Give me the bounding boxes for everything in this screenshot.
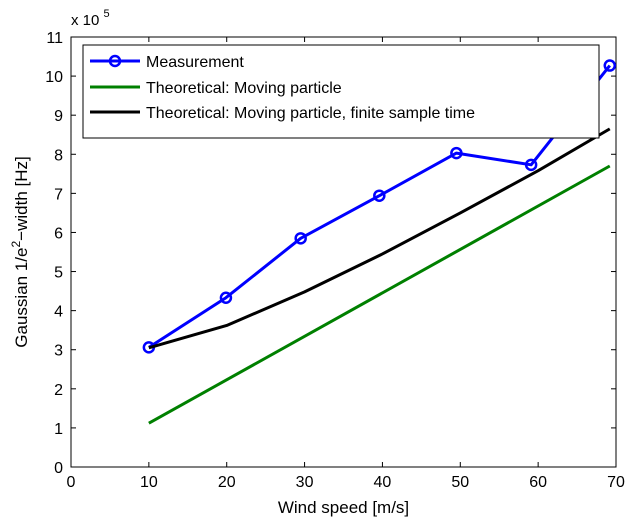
data-point-measurement: [603, 59, 617, 72]
y-tick-label: 6: [54, 225, 63, 242]
legend-marker-measurement: [108, 54, 122, 68]
data-point-measurement: [219, 291, 233, 304]
legend-box: [82, 44, 600, 139]
y-axis-label-rest: −width [Hz]: [12, 156, 31, 241]
ticks-group: [70, 36, 617, 468]
y-tick-label: 4: [54, 304, 63, 321]
y-tick-label: 11: [46, 30, 63, 47]
legend-label-moving-particle: Theoretical: Moving particle: [146, 80, 342, 97]
x-tick-label: 40: [374, 474, 392, 491]
y-multiplier-label: x 10 5: [71, 8, 110, 29]
data-point-measurement: [294, 232, 307, 245]
x-tick-label: 50: [451, 474, 469, 491]
series-theoretical-moving-particle-finite-sample-time: [148, 127, 611, 350]
y-tick-label: 2: [54, 382, 63, 399]
x-tick-label: 30: [296, 474, 314, 491]
y-tick-label: 5: [54, 265, 63, 282]
data-point-measurement: [450, 146, 463, 160]
x-tick-label: 0: [67, 474, 76, 491]
y-tick-label: 3: [54, 343, 63, 360]
y-axis-label: Gaussian 1/e2−width [Hz]: [9, 156, 31, 347]
x-axis-label: Wind speed [m/s]: [278, 498, 409, 517]
y-multiplier-base: x 10: [71, 12, 99, 29]
series-line-theoretical-moving-particle-finite-sample-time: [148, 127, 611, 350]
series-theoretical-moving-particle: [148, 164, 611, 425]
y-tick-label: 10: [45, 69, 63, 86]
y-tick-label: 9: [54, 108, 63, 125]
x-tick-label: 60: [529, 474, 547, 491]
series-line-measurement: [148, 64, 611, 349]
legend-label-measurement: Measurement: [146, 54, 244, 71]
series-line-theoretical-moving-particle: [148, 164, 611, 425]
legend: Measurement Theoretical: Moving particle…: [82, 44, 600, 139]
series-layer: [142, 59, 617, 425]
data-point-measurement: [524, 158, 538, 172]
y-tick-label: 0: [54, 460, 63, 477]
x-tick-label: 70: [607, 474, 625, 491]
x-tick-label: 10: [140, 474, 158, 491]
y-tick-label: 7: [54, 186, 63, 203]
legend-label-finite-sample: Theoretical: Moving particle, finite sam…: [146, 105, 475, 122]
tick-labels-group: 0 10 20 30 40 50 60 70 0 1 2 3 4 5 6 7 8 9 10 11: [45, 30, 625, 491]
y-axis-label-main: Gaussian 1/e: [12, 248, 31, 348]
x-tick-label: 20: [218, 474, 236, 491]
y-axis-label-superscript: 2: [9, 241, 23, 248]
data-point-measurement: [373, 189, 386, 202]
y-multiplier-exponent: 5: [104, 8, 110, 20]
y-tick-label: 8: [54, 147, 63, 164]
y-tick-label: 1: [54, 421, 63, 438]
series-measurement: [142, 59, 617, 354]
